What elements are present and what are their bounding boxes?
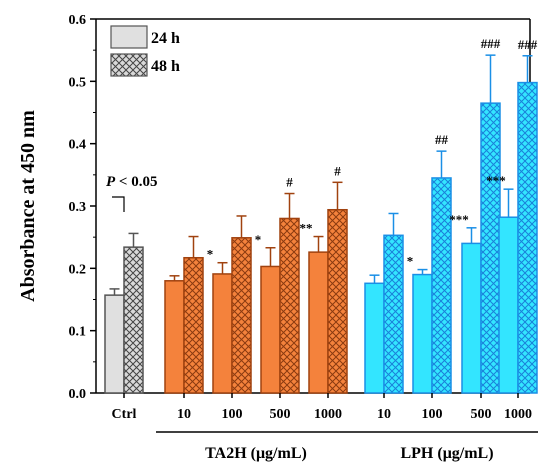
- bar-24h: [308, 251, 329, 394]
- significance-mark: #: [334, 163, 341, 178]
- bar-24h: [104, 294, 125, 394]
- y-tick-label: 0.2: [69, 262, 87, 277]
- significance-mark: *: [255, 232, 262, 247]
- x-tick-label: 1000: [314, 407, 342, 422]
- significance-mark: ###: [481, 36, 501, 51]
- y-tick-label: 0.5: [69, 75, 87, 90]
- x-tick-label: 100: [422, 407, 443, 422]
- bar-48h: [327, 208, 348, 394]
- x-tick-label: 100: [222, 407, 243, 422]
- bar-48h: [231, 237, 252, 394]
- significance-mark: #: [286, 175, 293, 190]
- x-tick-label: 10: [177, 407, 191, 422]
- significance-mark: ###: [518, 37, 538, 52]
- legend-swatch-24h: [110, 25, 148, 49]
- p-value-annotation: P < 0.05: [106, 174, 157, 212]
- y-ticks: 0.0 0.1 0.2 0.3 0.4 0.5 0.6: [69, 13, 96, 402]
- p-value-italic: P: [106, 174, 116, 190]
- bar-24h: [212, 273, 233, 394]
- y-tick-label: 0.4: [69, 138, 87, 153]
- bar-24h: [260, 265, 281, 394]
- legend-label-24h: 24 h: [151, 30, 180, 47]
- x-tick-label: Ctrl: [112, 407, 137, 422]
- y-tick-label: 0.3: [69, 200, 87, 215]
- bar-24h: [498, 216, 519, 394]
- group-label: TA2H (μg/mL): [205, 445, 307, 462]
- significance-mark: ***: [449, 212, 469, 227]
- bar-48h: [431, 177, 452, 394]
- bar-24h: [461, 242, 482, 394]
- bar-24h: [364, 282, 385, 394]
- y-tick-label: 0.1: [69, 325, 87, 340]
- y-tick-label: 0.0: [69, 387, 87, 402]
- x-tick-label: 1000: [504, 407, 532, 422]
- x-tick-label: 500: [471, 407, 492, 422]
- bar-48h: [123, 246, 144, 394]
- p-value-rest: < 0.05: [115, 174, 157, 190]
- y-tick-label: 0.6: [69, 13, 87, 28]
- y-axis-label: Absorbance at 450 nm: [17, 110, 39, 302]
- bar-48h: [517, 81, 538, 394]
- bar-48h: [183, 256, 204, 394]
- legend-label-48h: 48 h: [151, 58, 180, 75]
- significance-mark: *: [207, 247, 214, 262]
- group-label: LPH (μg/mL): [400, 445, 493, 462]
- bar-24h: [412, 273, 433, 394]
- significance-mark: **: [300, 221, 313, 236]
- bar-24h: [164, 280, 185, 394]
- bars: **#**#*##***###***###: [104, 36, 538, 394]
- p-value-bracket: [112, 196, 125, 212]
- legend-swatch-48h: [110, 53, 148, 77]
- group-labels: TA2H (μg/mL) LPH (μg/mL): [156, 431, 538, 462]
- bar-48h: [480, 102, 501, 394]
- bar-48h: [279, 217, 300, 394]
- significance-mark: ##: [435, 132, 449, 147]
- significance-mark: *: [407, 254, 414, 269]
- legend: 24 h 48 h: [110, 25, 180, 77]
- x-ticks: Ctrl 10 100 500 1000 10 100 500 1000: [112, 393, 532, 422]
- x-tick-label: 500: [270, 407, 291, 422]
- x-tick-label: 10: [377, 407, 391, 422]
- p-value-label: P < 0.05: [106, 174, 157, 190]
- significance-mark: ***: [486, 173, 506, 188]
- bar-48h: [383, 234, 404, 394]
